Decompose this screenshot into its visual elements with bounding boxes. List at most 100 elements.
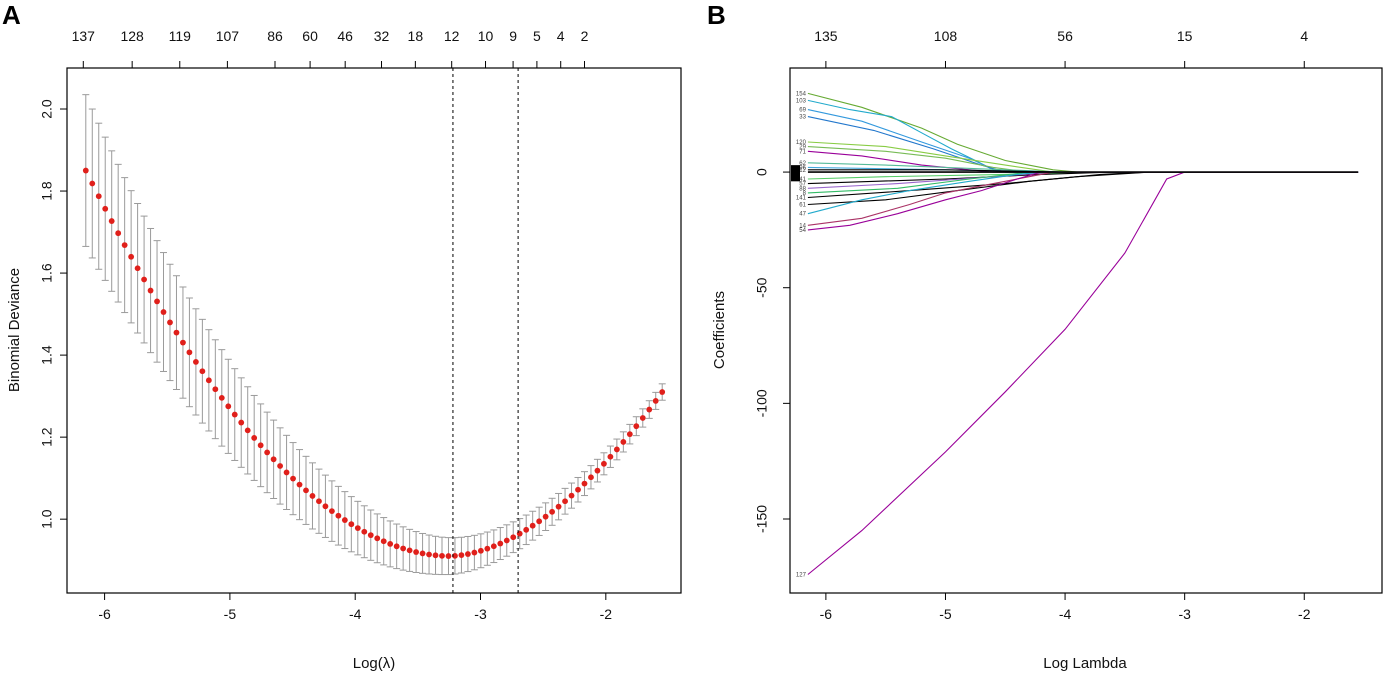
panel-a-deviance-point	[264, 449, 271, 456]
panel-a-deviance-point	[439, 552, 445, 559]
panel-b-coef-path-57	[807, 171, 1359, 185]
panel-a-toptick-label: 60	[302, 28, 318, 44]
panel-a-toptick-label: 119	[169, 28, 192, 44]
panel-a-frame	[66, 67, 682, 594]
panel-a-toptick-label: 32	[374, 28, 390, 44]
panel-a-toptick-label: 128	[120, 28, 144, 44]
panel-a-toptick-label: 10	[478, 28, 494, 44]
panel-a-deviance-point	[503, 537, 510, 544]
panel-a-deviance-point	[225, 403, 232, 410]
panel-b-coef-label: 14	[799, 223, 806, 229]
panel-a-deviance-point	[549, 508, 556, 515]
panel-a-deviance-point	[620, 439, 627, 445]
panel-b-coef-label: 154	[796, 91, 807, 97]
panel-a-deviance-point	[484, 545, 491, 552]
panel-b-coef-label: 29	[799, 145, 806, 151]
panel-b-coef-path-47	[807, 171, 1359, 215]
panel-a-deviance-point	[607, 453, 614, 460]
panel-a-deviance-point	[400, 545, 407, 552]
panel-a-deviance-point	[497, 540, 504, 547]
panel-a-deviance-point	[477, 547, 484, 554]
panel-b-coef-label: 47	[799, 212, 806, 218]
panel-b-coef-path-33	[807, 116, 1359, 173]
panel-a-deviance-point	[160, 309, 167, 315]
panel-a-toptick-label: 2	[581, 28, 589, 44]
panel-a-deviance-point	[296, 481, 303, 488]
panel-b-coef-label: 8	[803, 191, 807, 197]
panel-a-deviance-point	[270, 456, 277, 463]
panel-a-deviance-point	[594, 467, 601, 474]
panel-a-toptick-label: 86	[267, 28, 283, 44]
panel-b-coef-path-127	[807, 171, 1359, 575]
panel-a-deviance-point	[562, 498, 568, 505]
panel-a-deviance-point	[82, 167, 89, 174]
panel-a-deviance-point	[303, 487, 309, 494]
panel-a-deviance-point	[575, 486, 581, 493]
panel-a-deviance-point	[659, 389, 666, 395]
panel-a-deviance-point	[633, 423, 640, 430]
panel-a-deviance-point	[322, 503, 329, 510]
panel-a-deviance-point	[251, 435, 258, 441]
panel-a-deviance-point	[626, 431, 633, 438]
panel-b-xlabel: Log Lambda	[1043, 655, 1127, 672]
panel-a-deviance-point	[186, 349, 193, 356]
panel-b-ylabel: Coefficients	[711, 291, 728, 369]
panel-b-coef-path-120	[807, 141, 1359, 173]
panel-a-deviance-point	[387, 540, 394, 547]
panel-a-deviance-point	[588, 474, 594, 481]
panel-a-xtick-label: -3	[474, 606, 487, 622]
panel-b-xtick-label: -3	[1178, 606, 1191, 622]
panel-a-deviance-point	[231, 411, 238, 418]
panel-a-deviance-point	[167, 319, 173, 326]
panel-b-coef-label: 69	[799, 108, 806, 114]
panel-a-deviance-point	[218, 394, 225, 401]
panel-a-deviance-point	[89, 180, 96, 187]
panel-a-deviance-point	[309, 493, 316, 499]
panel-a-xtick-label: -5	[224, 606, 237, 622]
panel-a-deviance-point	[361, 528, 368, 535]
panel-a-deviance-point	[613, 446, 620, 453]
panel-a-deviance-point	[147, 287, 154, 294]
panel-a-toptick-label: 12	[444, 28, 460, 44]
panel-a-deviance-point	[154, 298, 160, 305]
panel-a-deviance-point	[452, 552, 458, 559]
panel-a-deviance-point	[445, 553, 452, 559]
panel-a-ytick-label: 1.6	[39, 263, 55, 283]
panel-b-coef-label: 62	[799, 161, 806, 167]
panel-a-deviance-point	[458, 552, 465, 559]
panel-b-coef-label: 54	[799, 228, 806, 234]
panel-a-deviance-point	[348, 521, 355, 528]
panel-b-coef-path-54	[807, 171, 1359, 231]
panel-a-deviance-point	[192, 358, 199, 365]
panel-a-deviance-point	[367, 532, 374, 539]
panel-a-xtick-label: -2	[600, 606, 613, 622]
panel-a-deviance-point	[432, 552, 439, 559]
panel-b-coef-label: 41	[799, 177, 806, 183]
panel-a-deviance-point	[542, 513, 549, 520]
panel-b-coef-label: 88	[799, 186, 806, 192]
panel-a-deviance-point	[652, 397, 659, 404]
panel-a-toptick-label: 5	[533, 28, 541, 44]
panel-a-deviance-point	[257, 442, 264, 449]
panel-a-deviance-point	[102, 205, 109, 212]
panel-a-deviance-point	[426, 551, 432, 558]
panel-a-deviance-point	[108, 218, 115, 224]
panel-b-coef-label: 57	[799, 182, 806, 188]
panel-a-toptick-label: 137	[72, 28, 96, 44]
panel-a-ytick-label: 1.0	[39, 509, 55, 529]
panel-a-deviance-point	[199, 368, 206, 375]
panel-b-ytick-label: -100	[754, 389, 770, 417]
panel-b-coef-label: 96	[799, 165, 806, 171]
panel-b-ytick-label: -150	[754, 505, 770, 533]
panel-b-coef-path-29	[807, 146, 1359, 173]
panel-a-deviance-point	[341, 517, 348, 523]
panel-a-ytick-label: 1.4	[39, 345, 55, 365]
panel-a-deviance-point	[510, 534, 517, 541]
panel-a-deviance-point	[316, 498, 322, 505]
panel-a-xlabel: Log(λ)	[353, 655, 396, 672]
panel-a-ylabel: Binomial Deviance	[6, 268, 23, 392]
panel-b-coef-path-8	[807, 171, 1359, 194]
panel-b-coef-path-62	[807, 162, 1359, 173]
panel-b-coef-label: 61	[799, 202, 806, 208]
